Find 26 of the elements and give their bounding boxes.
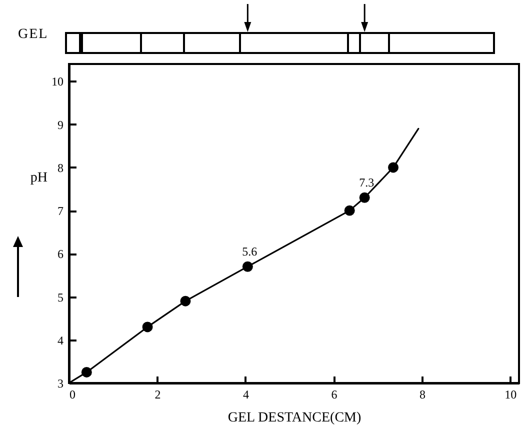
point (344, 205, 355, 216)
y-tick-label: 5 (58, 290, 64, 304)
y-tick-label: 4 (58, 333, 64, 348)
text: GEL (18, 27, 48, 43)
x-tick-label: 2 (154, 388, 161, 402)
annotation: 5.6 (242, 244, 258, 259)
point (242, 261, 253, 272)
x-tick-label: 8 (419, 388, 426, 402)
y-tick-label: 3 (58, 376, 64, 390)
y-tick-label: 7 (58, 204, 64, 218)
y-tick-label: 9 (58, 118, 64, 132)
annotation: 7.3 (359, 176, 374, 190)
x-tick-label: 6 (331, 388, 338, 402)
x-tick-label: 4 (242, 388, 249, 402)
point (359, 192, 370, 203)
point (388, 162, 399, 173)
point (81, 366, 92, 378)
y-tick-label: 10 (52, 74, 64, 89)
x-axis-title: GEL DESTANCE(CM) (228, 410, 362, 426)
y-tick-label: 8 (58, 160, 64, 175)
y-tick-label: 6 (58, 247, 64, 262)
point (180, 296, 191, 306)
point (142, 322, 153, 332)
x-tick-label: 0 (70, 388, 76, 402)
x-tick-label: 10 (504, 388, 517, 402)
y-axis-title: pH (30, 170, 48, 186)
